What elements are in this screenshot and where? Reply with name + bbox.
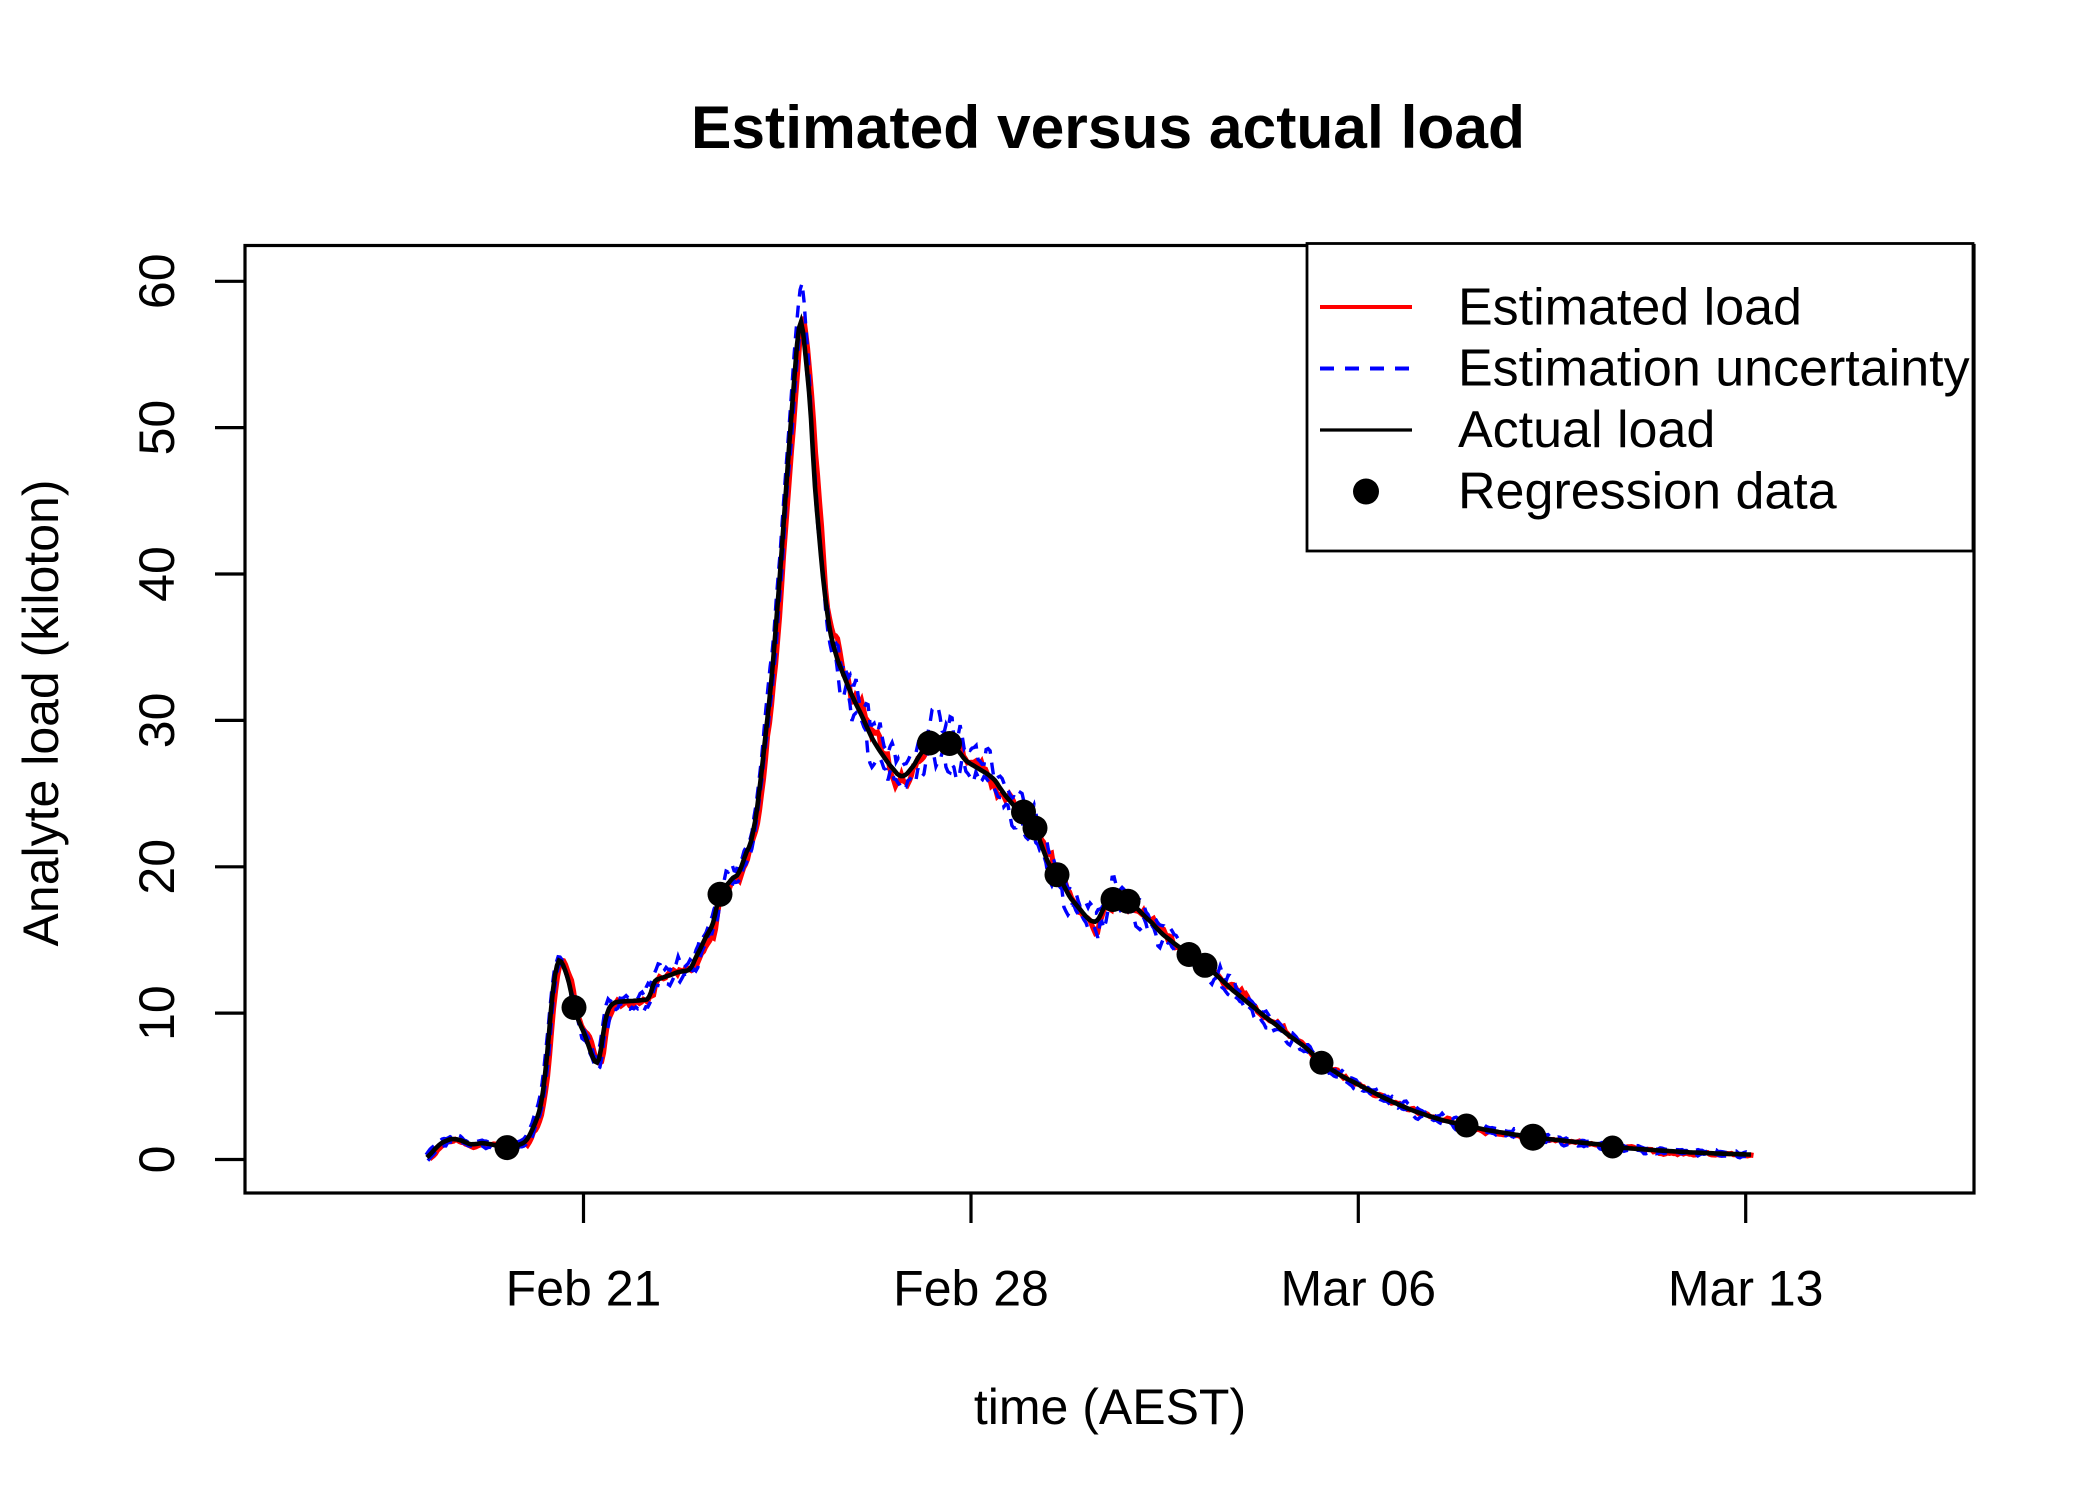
svg-text:Mar 06: Mar 06 — [1280, 1261, 1436, 1317]
svg-text:50: 50 — [129, 400, 185, 456]
svg-text:0: 0 — [129, 1146, 185, 1174]
svg-text:Actual load: Actual load — [1458, 401, 1715, 459]
svg-text:40: 40 — [129, 546, 185, 602]
svg-text:Mar 13: Mar 13 — [1668, 1261, 1824, 1317]
svg-text:Analyte load (kiloton): Analyte load (kiloton) — [13, 480, 69, 947]
svg-text:30: 30 — [129, 693, 185, 749]
svg-text:Feb 28: Feb 28 — [893, 1261, 1049, 1317]
svg-text:Feb 21: Feb 21 — [506, 1261, 662, 1317]
svg-text:10: 10 — [129, 985, 185, 1041]
svg-text:Estimated load: Estimated load — [1458, 279, 1802, 337]
svg-text:20: 20 — [129, 839, 185, 895]
svg-text:Regression data: Regression data — [1458, 463, 1837, 521]
svg-text:60: 60 — [129, 253, 185, 309]
svg-text:Estimated versus actual load: Estimated versus actual load — [691, 93, 1525, 161]
svg-text:time (AEST): time (AEST) — [974, 1379, 1246, 1435]
svg-text:Estimation uncertainty: Estimation uncertainty — [1458, 340, 1970, 398]
